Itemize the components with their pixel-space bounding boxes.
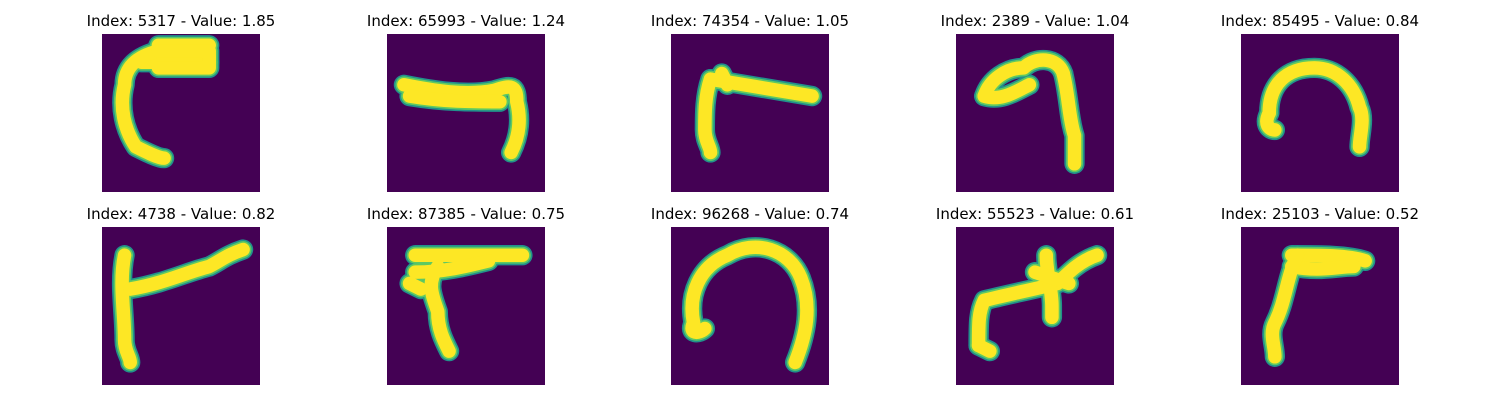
panel-title: Index: 55523 - Value: 0.61 — [935, 205, 1135, 223]
glyph-image — [102, 34, 260, 192]
glyph-stroke — [1265, 248, 1305, 364]
glyph-image — [387, 34, 545, 192]
glyph-stroke — [971, 248, 1104, 353]
glyph-stroke — [698, 72, 718, 160]
glyph-stroke — [1039, 248, 1059, 325]
glyph-image — [956, 227, 1114, 385]
image-panel: Index: 55523 - Value: 0.61 — [920, 204, 1150, 389]
image-background — [671, 34, 829, 192]
panel-title: Index: 87385 - Value: 0.75 — [366, 205, 566, 223]
image-panel: Index: 87385 - Value: 0.75 — [351, 204, 581, 389]
image-panel: Index: 2389 - Value: 1.04 — [920, 11, 1150, 196]
glyph-stroke — [402, 276, 428, 296]
glyph-image — [956, 34, 1114, 192]
glyph-stroke — [685, 316, 712, 340]
glyph-stroke — [971, 338, 997, 358]
glyph-stroke — [424, 259, 456, 358]
glyph-stroke — [1262, 61, 1369, 154]
glyph-stroke — [123, 242, 250, 296]
glyph-image — [671, 34, 829, 192]
glyph-image — [102, 227, 260, 385]
glyph-image — [1241, 34, 1399, 192]
glyph-stroke — [151, 44, 216, 75]
glyph-stroke — [1260, 106, 1282, 137]
glyph-stroke — [115, 248, 137, 370]
panel-title: Index: 74354 - Value: 1.05 — [650, 12, 850, 30]
glyph-stroke — [397, 78, 526, 160]
glyph-stroke — [977, 78, 1037, 105]
image-panel: Index: 85495 - Value: 0.84 — [1205, 11, 1435, 196]
glyph-stroke — [1056, 66, 1082, 171]
image-panel: Index: 74354 - Value: 1.05 — [635, 11, 865, 196]
panel-title: Index: 25103 - Value: 0.52 — [1220, 205, 1420, 223]
panel-title: Index: 85495 - Value: 0.84 — [1220, 12, 1420, 30]
glyph-image — [1241, 227, 1399, 385]
glyph-stroke — [402, 89, 507, 109]
glyph-image — [671, 227, 829, 385]
panel-title: Index: 2389 - Value: 1.04 — [940, 12, 1130, 30]
panel-title: Index: 4738 - Value: 0.82 — [86, 205, 276, 223]
glyph-stroke — [1028, 265, 1076, 291]
image-panel: Index: 4738 - Value: 0.82 — [66, 204, 296, 389]
glyph-stroke — [977, 53, 1070, 103]
image-panel: Index: 5317 - Value: 1.85 — [66, 11, 296, 196]
panel-title: Index: 5317 - Value: 1.85 — [86, 12, 276, 30]
glyph-stroke — [115, 44, 171, 165]
image-panel: Index: 96268 - Value: 0.74 — [635, 204, 865, 389]
glyph-stroke — [1285, 259, 1361, 276]
panel-title: Index: 65993 - Value: 1.24 — [366, 12, 566, 30]
panel-title: Index: 96268 - Value: 0.74 — [650, 205, 850, 223]
image-panel: Index: 65993 - Value: 1.24 — [351, 11, 581, 196]
glyph-image — [387, 227, 545, 385]
glyph-stroke — [715, 66, 735, 92]
glyph-stroke — [408, 254, 496, 279]
image-panel: Index: 25103 - Value: 0.52 — [1205, 204, 1435, 389]
glyph-stroke — [685, 240, 814, 370]
